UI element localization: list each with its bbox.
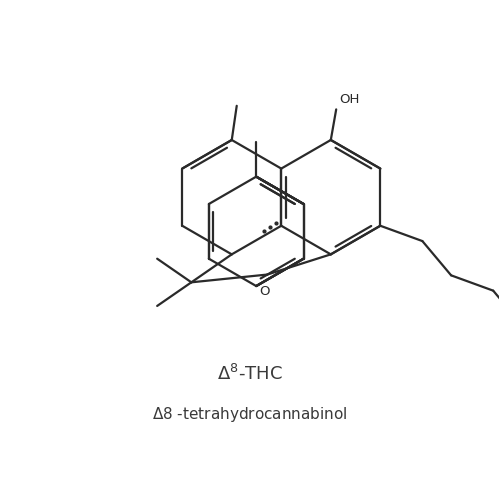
Text: OH: OH [340, 94, 359, 106]
Text: $\Delta^{8}$-THC: $\Delta^{8}$-THC [217, 364, 283, 384]
Text: $\Delta$8 -tetrahydrocannabinol: $\Delta$8 -tetrahydrocannabinol [152, 405, 348, 424]
Text: O: O [259, 285, 270, 298]
